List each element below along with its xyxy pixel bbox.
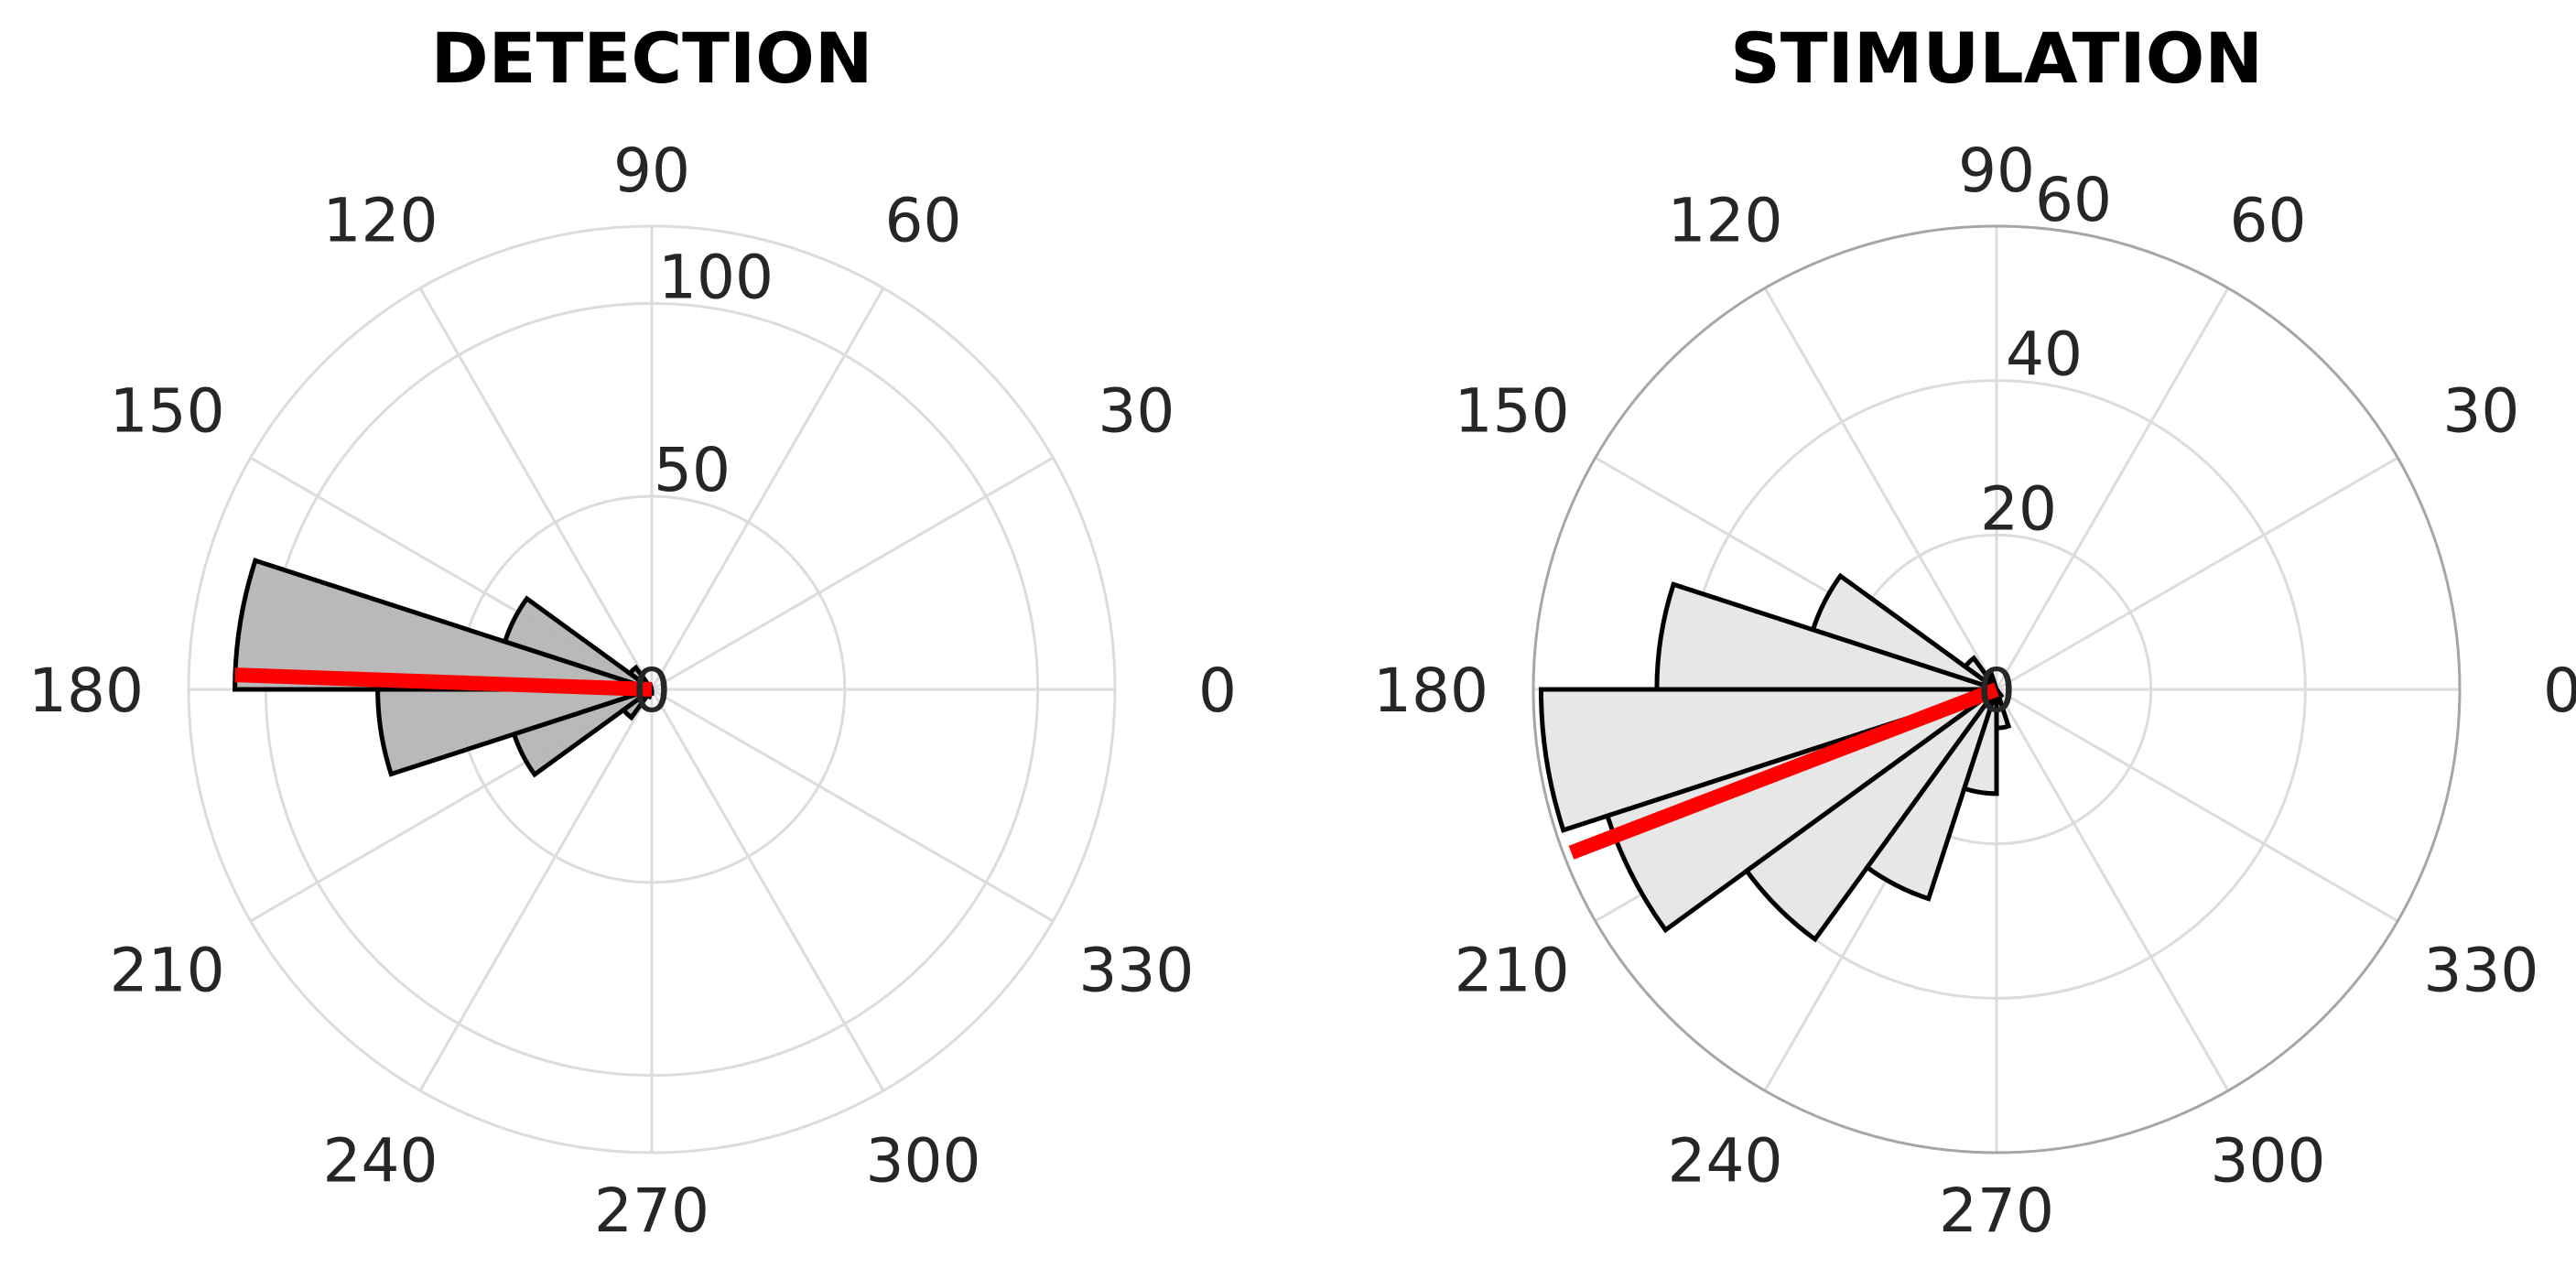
stimulation-title: STIMULATION xyxy=(1730,17,2263,99)
theta-tick-label: 120 xyxy=(1668,185,1783,255)
theta-tick-label: 0 xyxy=(1198,656,1237,726)
grid-spoke xyxy=(650,688,885,1091)
theta-tick-label: 90 xyxy=(613,135,690,206)
theta-tick-label: 180 xyxy=(1373,656,1488,726)
grid-spoke xyxy=(1995,688,2230,1091)
histogram-bar xyxy=(511,687,654,778)
polar-axis-boundary xyxy=(1532,224,2462,1154)
histogram-bar xyxy=(1864,688,1999,902)
theta-tick-label: 240 xyxy=(1668,1126,1783,1197)
theta-tick-label: 60 xyxy=(885,185,962,255)
theta-tick-label: 150 xyxy=(1455,375,1570,446)
histogram-bar xyxy=(1994,688,2005,700)
theta-tick-label: 330 xyxy=(1078,936,1194,1006)
grid-spoke xyxy=(418,287,654,690)
polar-axis-boundary xyxy=(187,224,1117,1154)
theta-tick-label: 270 xyxy=(594,1176,709,1246)
theta-tick-label: 120 xyxy=(323,185,438,255)
histogram-bar xyxy=(1743,687,1999,943)
r-tick-label: 0 xyxy=(1977,656,2016,726)
theta-tick-label: 210 xyxy=(110,936,225,1006)
mean-vector-line xyxy=(1568,682,1999,860)
grid-spoke xyxy=(1996,688,2398,923)
detection-polar-plot: 0 30 60 90 120 150 180 210 240 270 300 330 0 50 100 DET… xyxy=(28,17,1237,1246)
grid-spoke xyxy=(651,688,1054,923)
r-tick-label: 100 xyxy=(658,242,774,312)
grid-spoke xyxy=(418,688,654,1091)
grid-spoke xyxy=(1995,287,2230,690)
theta-tick-label: 330 xyxy=(2423,936,2538,1006)
grid-spoke xyxy=(1996,456,2398,691)
histogram-bar xyxy=(1961,688,1999,797)
theta-tick-label: 150 xyxy=(110,375,225,446)
histogram-bar xyxy=(233,558,653,692)
r-tick-label: 20 xyxy=(1980,473,2057,544)
theta-tick-label: 270 xyxy=(1939,1176,2054,1246)
r-tick-label: 40 xyxy=(2006,320,2083,390)
detection-title: DETECTION xyxy=(431,17,873,99)
theta-tick-label: 300 xyxy=(866,1126,981,1197)
theta-tick-label: 30 xyxy=(2442,375,2519,446)
theta-tick-label: 180 xyxy=(28,656,144,726)
histogram-bar xyxy=(1994,688,2012,731)
r-tick-label: 0 xyxy=(633,656,671,726)
theta-tick-label: 300 xyxy=(2211,1126,2326,1197)
theta-tick-label: 210 xyxy=(1455,936,1570,1006)
grid-spoke xyxy=(650,287,885,690)
grid-spoke xyxy=(651,456,1054,691)
theta-tick-label: 90 xyxy=(1958,135,2035,206)
r-tick-label: 60 xyxy=(2035,165,2112,235)
stimulation-polar-plot: 03060901201501802102402703003300204060ST… xyxy=(1373,17,2576,1246)
theta-tick-label: 60 xyxy=(2230,185,2307,255)
theta-tick-label: 0 xyxy=(2543,656,2576,726)
r-tick-label: 50 xyxy=(654,435,731,505)
histogram-bar xyxy=(1604,687,1998,934)
theta-tick-label: 30 xyxy=(1098,375,1174,446)
mean-vector-line xyxy=(234,667,653,697)
grid-spoke xyxy=(1763,287,1998,690)
theta-tick-label: 240 xyxy=(323,1126,438,1197)
